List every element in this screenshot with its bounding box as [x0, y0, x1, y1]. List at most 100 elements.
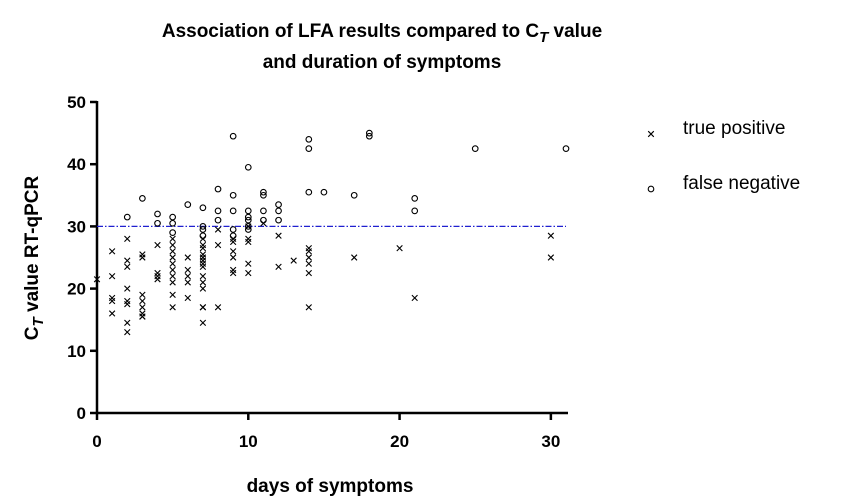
point — [154, 269, 161, 277]
point — [365, 129, 373, 137]
point — [350, 191, 358, 199]
y-tick-label: 0 — [77, 404, 86, 423]
point — [199, 260, 207, 267]
legend-label: true positive — [683, 118, 785, 139]
chart-title: Association of LFA results compared to C… — [162, 21, 602, 46]
point — [154, 272, 161, 280]
point — [169, 241, 176, 249]
point — [169, 260, 176, 267]
point — [184, 294, 191, 302]
point — [229, 248, 237, 255]
point — [124, 297, 131, 305]
point — [214, 207, 222, 215]
x-tick-label: 0 — [92, 432, 101, 451]
point — [396, 244, 403, 252]
point — [562, 145, 570, 152]
point — [199, 263, 207, 271]
point — [260, 188, 267, 196]
point — [199, 204, 207, 212]
point — [139, 313, 146, 320]
point — [214, 241, 222, 249]
point — [108, 294, 116, 302]
point — [93, 276, 101, 283]
point — [199, 223, 207, 230]
y-tick-label: 30 — [67, 217, 86, 236]
point — [244, 207, 252, 215]
point — [245, 235, 252, 243]
y-label-subscript: T — [30, 315, 47, 326]
point — [229, 269, 237, 277]
y-tick-label: 10 — [67, 342, 86, 361]
point — [229, 232, 237, 240]
point — [214, 304, 222, 311]
point — [199, 244, 207, 252]
point — [245, 269, 252, 277]
point — [547, 254, 555, 261]
point — [244, 226, 252, 233]
point — [123, 213, 131, 221]
point — [169, 229, 176, 236]
point — [124, 328, 131, 336]
chart-title: and duration of symptoms — [263, 52, 502, 73]
point — [154, 276, 161, 283]
point — [124, 257, 131, 264]
point — [214, 216, 222, 224]
point — [229, 238, 237, 246]
point — [305, 254, 312, 261]
point — [184, 272, 191, 280]
point — [154, 219, 161, 227]
x-tick-label: 10 — [239, 432, 258, 451]
point — [139, 195, 146, 202]
point — [305, 188, 313, 196]
point — [169, 254, 176, 261]
point — [124, 235, 131, 243]
point — [260, 216, 267, 224]
point — [124, 285, 131, 292]
point — [139, 254, 146, 261]
point — [290, 257, 297, 264]
point — [305, 304, 312, 311]
point — [169, 291, 176, 299]
point — [411, 207, 419, 215]
point — [184, 266, 191, 274]
point — [471, 145, 479, 152]
x-axis-label: days of symptoms — [247, 476, 414, 497]
y-tick-label: 40 — [67, 155, 86, 174]
point — [244, 213, 252, 221]
point — [199, 319, 207, 326]
point — [124, 300, 131, 308]
point — [260, 191, 267, 199]
point — [108, 272, 116, 280]
point — [275, 263, 282, 271]
legend-label: false negative — [683, 173, 800, 194]
point — [305, 269, 312, 277]
point — [199, 279, 207, 286]
point — [305, 260, 312, 267]
point — [229, 266, 237, 274]
legend-marker — [647, 130, 655, 138]
point — [229, 254, 237, 261]
point — [184, 254, 191, 261]
x-tick-label: 30 — [541, 432, 560, 451]
point — [199, 226, 207, 233]
point — [169, 272, 176, 280]
point — [245, 238, 252, 246]
point — [305, 145, 313, 152]
point — [199, 285, 207, 292]
point — [199, 257, 207, 264]
point — [139, 291, 146, 299]
point — [365, 132, 373, 140]
point — [244, 216, 252, 224]
title-text: Association of LFA results compared to C — [162, 21, 540, 42]
point — [244, 223, 252, 230]
point — [169, 304, 176, 311]
point — [169, 279, 176, 286]
point — [229, 132, 237, 140]
point — [275, 201, 282, 208]
x-tick-label: 20 — [390, 432, 409, 451]
point — [169, 266, 176, 274]
point — [108, 310, 116, 317]
point — [229, 226, 237, 233]
y-axis-label: CT value RT-qPCR — [22, 176, 47, 341]
point — [199, 304, 207, 311]
